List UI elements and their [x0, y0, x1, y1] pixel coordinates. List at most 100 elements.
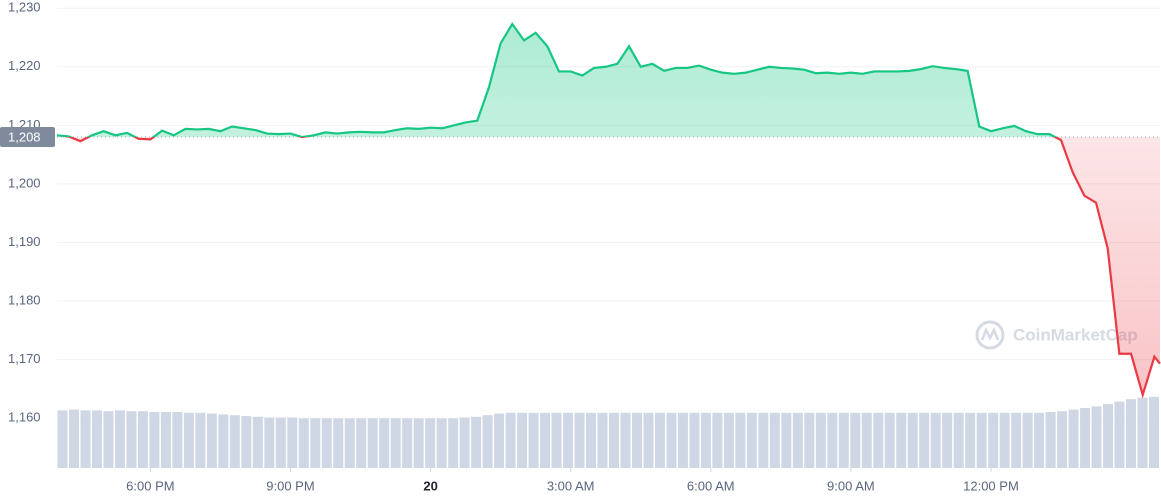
- x-tick-label: 9:00 AM: [827, 478, 875, 493]
- volume-bar: [494, 413, 505, 468]
- volume-bar: [126, 411, 137, 468]
- volume-bar: [988, 412, 999, 468]
- volume-bar: [459, 417, 470, 468]
- price-line: [56, 22, 1058, 138]
- volume-bar: [137, 411, 148, 468]
- volume-bar: [379, 418, 390, 468]
- y-tick-label: 1,230: [8, 0, 41, 15]
- volume-bar: [114, 410, 125, 468]
- volume-bar: [91, 410, 102, 468]
- volume-bar: [68, 409, 79, 468]
- x-tick-label: 20: [423, 478, 437, 493]
- volume-bar: [252, 416, 263, 468]
- volume-bar: [873, 412, 884, 468]
- volume-bar: [367, 418, 378, 468]
- volume-bar: [861, 412, 872, 468]
- volume-bar: [390, 418, 401, 468]
- volume-bar: [344, 418, 355, 468]
- volume-bar: [654, 412, 665, 468]
- volume-bar: [597, 412, 608, 468]
- volume-bar: [1149, 396, 1159, 468]
- volume-bar: [643, 412, 654, 468]
- watermark-text: CoinMarketCap: [1013, 325, 1138, 344]
- volume-bar: [160, 412, 171, 468]
- watermark: CoinMarketCap: [975, 320, 1138, 350]
- volume-bar: [321, 418, 332, 468]
- y-tick-label: 1,170: [8, 351, 41, 366]
- volume-bar: [448, 418, 459, 468]
- volume-bar: [1034, 412, 1045, 468]
- volume-bar: [287, 417, 298, 468]
- volume-bar: [1126, 399, 1137, 468]
- volume-bar: [436, 418, 447, 468]
- volume-bar: [712, 412, 723, 468]
- volume-bar: [884, 412, 895, 468]
- volume-bar: [310, 418, 321, 468]
- volume-bar: [1114, 401, 1125, 468]
- volume-bar: [815, 412, 826, 468]
- volume-bar: [172, 412, 183, 468]
- volume-bar: [976, 412, 987, 468]
- volume-bar: [206, 413, 217, 468]
- volume-bar: [919, 412, 930, 468]
- y-tick-label: 1,160: [8, 410, 41, 425]
- volume-bar: [149, 412, 160, 468]
- volume-bar: [528, 412, 539, 468]
- reference-label: 1,208: [8, 129, 41, 144]
- volume-bar: [723, 412, 734, 468]
- volume-bar: [1057, 411, 1068, 468]
- volume-bar: [505, 412, 516, 468]
- volume-bar: [677, 412, 688, 468]
- volume-bar: [758, 412, 769, 468]
- volume-bar: [517, 412, 528, 468]
- volume-bar: [1103, 404, 1114, 468]
- volume-bar: [1011, 412, 1022, 468]
- volume-bar: [689, 412, 700, 468]
- volume-bar: [275, 417, 286, 468]
- volume-bar: [1080, 408, 1091, 468]
- volume-bar: [930, 412, 941, 468]
- volume-bar: [896, 412, 907, 468]
- volume-bar: [965, 412, 976, 468]
- volume-bar: [746, 412, 757, 468]
- volume-bar: [769, 412, 780, 468]
- x-tick-label: 3:00 AM: [547, 478, 595, 493]
- volume-bar: [1022, 412, 1033, 468]
- x-tick-label: 6:00 PM: [126, 478, 174, 493]
- volume-bar: [229, 415, 240, 468]
- volume-bar: [183, 412, 194, 468]
- volume-bar: [620, 412, 631, 468]
- y-tick-label: 1,220: [8, 58, 41, 73]
- volume-bar: [356, 418, 367, 468]
- volume-bar: [195, 412, 206, 468]
- volume-bar: [103, 411, 114, 468]
- x-tick-label: 12:00 PM: [963, 478, 1019, 493]
- y-tick-label: 1,180: [8, 293, 41, 308]
- volume-bar: [540, 412, 551, 468]
- volume-bar: [1045, 412, 1056, 468]
- area-up: [57, 24, 1160, 138]
- volume-bar: [333, 418, 344, 468]
- volume-bar: [850, 412, 861, 468]
- volume-bar: [298, 418, 309, 468]
- volume-bar: [586, 412, 597, 468]
- volume-bar: [700, 412, 711, 468]
- volume-bar: [907, 412, 918, 468]
- volume-bar: [804, 412, 815, 468]
- volume-bar: [264, 417, 275, 468]
- volume-bar: [735, 412, 746, 468]
- volume-bar: [942, 412, 953, 468]
- volume-bar: [80, 410, 91, 468]
- volume-bar: [631, 412, 642, 468]
- y-tick-label: 1,200: [8, 175, 41, 190]
- volume-bar: [57, 410, 68, 468]
- volume-bar: [471, 416, 482, 468]
- volume-bar: [413, 418, 424, 468]
- volume-bar: [666, 412, 677, 468]
- volume-bar: [1137, 397, 1148, 468]
- volume-bar: [999, 412, 1010, 468]
- volume-bar: [551, 412, 562, 468]
- volume-bar: [574, 412, 585, 468]
- volume-bar: [792, 412, 803, 468]
